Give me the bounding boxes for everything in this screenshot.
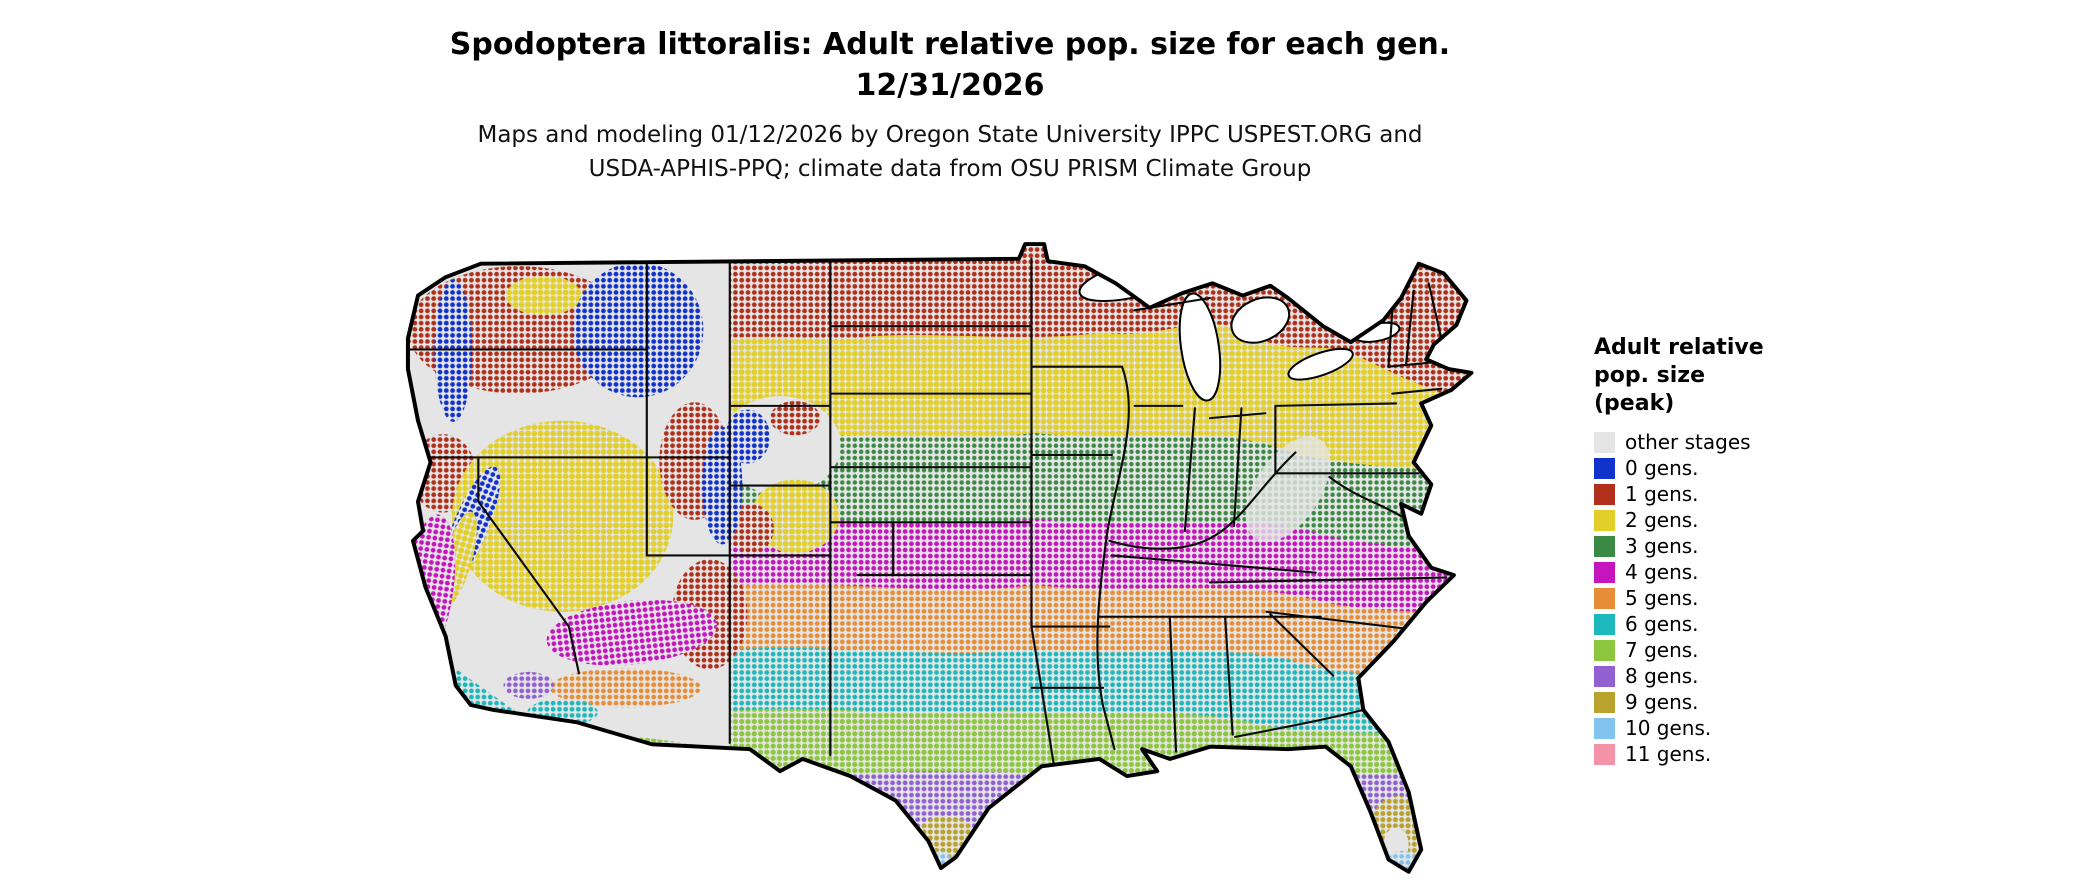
legend-panel: Adult relative pop. size (peak) other st… [1594,334,1854,768]
blob-8-gens-s-california [503,671,554,699]
legend-label: 6 gens. [1625,612,1699,636]
credit-line-2: USDA-APHIS-PPQ; climate data from OSU PR… [588,156,1312,182]
legend-swatch [1594,588,1615,609]
legend-row: 1 gens. [1594,482,1854,507]
legend-swatch [1594,510,1615,531]
blob-5-gens-s-arizona [550,668,701,708]
blob-2-gens-e-washington [506,275,582,316]
blob-0-gens-co-rockies [702,426,743,545]
legend-label: other stages [1625,430,1751,454]
legend-row: other stages [1594,430,1854,455]
legend-swatch [1594,536,1615,557]
legend-label: 5 gens. [1625,586,1699,610]
legend-items: other stages 0 gens. 1 gens. 2 gens. 3 g… [1594,430,1854,767]
legend-row: 6 gens. [1594,612,1854,637]
us-map-svg [330,222,1562,884]
blob-other-appalachians [1245,436,1331,542]
legend-label: 7 gens. [1625,638,1699,662]
legend-label: 11 gens. [1625,742,1712,766]
legend-swatch [1594,562,1615,583]
legend-swatch [1594,484,1615,505]
legend-row: 5 gens. [1594,586,1854,611]
lake-erie [1287,347,1354,381]
legend-row: 11 gens. [1594,742,1854,767]
legend-label: 0 gens. [1625,456,1699,480]
legend-swatch [1594,744,1615,765]
legend-row: 0 gens. [1594,456,1854,481]
legend-swatch [1594,692,1615,713]
legend-title-line: (peak) [1594,391,1675,416]
legend-label: 1 gens. [1625,482,1699,506]
blob-1-gens-wyoming [770,400,821,436]
western-terrain-zones [407,256,841,750]
legend-row: 10 gens. [1594,716,1854,741]
blob-0-gens-n-rockies [572,262,704,398]
legend-label: 4 gens. [1625,560,1699,584]
credit-text: Maps and modeling 01/12/2026 by Oregon S… [0,118,1900,186]
lake-huron [1230,296,1291,344]
map-area [330,222,1562,884]
blob-4-gens-arizona [546,599,717,666]
legend-title-line: Adult relative [1594,335,1764,360]
legend-row: 3 gens. [1594,534,1854,559]
legend-swatch [1594,640,1615,661]
legend-label: 8 gens. [1625,664,1699,688]
legend-label: 9 gens. [1625,690,1699,714]
legend-swatch [1594,458,1615,479]
map-date: 12/31/2026 [855,68,1045,103]
map-title: Spodoptera littoralis: Adult relative po… [449,27,1451,62]
legend-swatch [1594,718,1615,739]
blob-1-gens-colorado [728,503,774,553]
blob-2-gens-great-basin [451,420,674,612]
legend-label: 2 gens. [1625,508,1699,532]
blob-0-gens-cascades [434,279,473,422]
blob-11-gens-texas-tip [929,863,938,871]
legend-row: 7 gens. [1594,638,1854,663]
state-borders [407,257,1453,768]
legend-swatch [1594,614,1615,635]
legend-swatch [1594,666,1615,687]
legend-row: 4 gens. [1594,560,1854,585]
figure-header: Spodoptera littoralis: Adult relative po… [0,24,1900,186]
legend-swatch [1594,432,1615,453]
credit-line-1: Maps and modeling 01/12/2026 by Oregon S… [477,122,1423,148]
lake-michigan [1178,292,1222,402]
legend-row: 2 gens. [1594,508,1854,533]
legend-title: Adult relative pop. size (peak) [1594,334,1854,418]
blob-2-gens-e-colorado [751,479,840,553]
legend-label: 3 gens. [1625,534,1699,558]
legend-title-line: pop. size [1594,363,1705,388]
legend-label: 10 gens. [1625,716,1712,740]
legend-row: 9 gens. [1594,690,1854,715]
legend-row: 8 gens. [1594,664,1854,689]
